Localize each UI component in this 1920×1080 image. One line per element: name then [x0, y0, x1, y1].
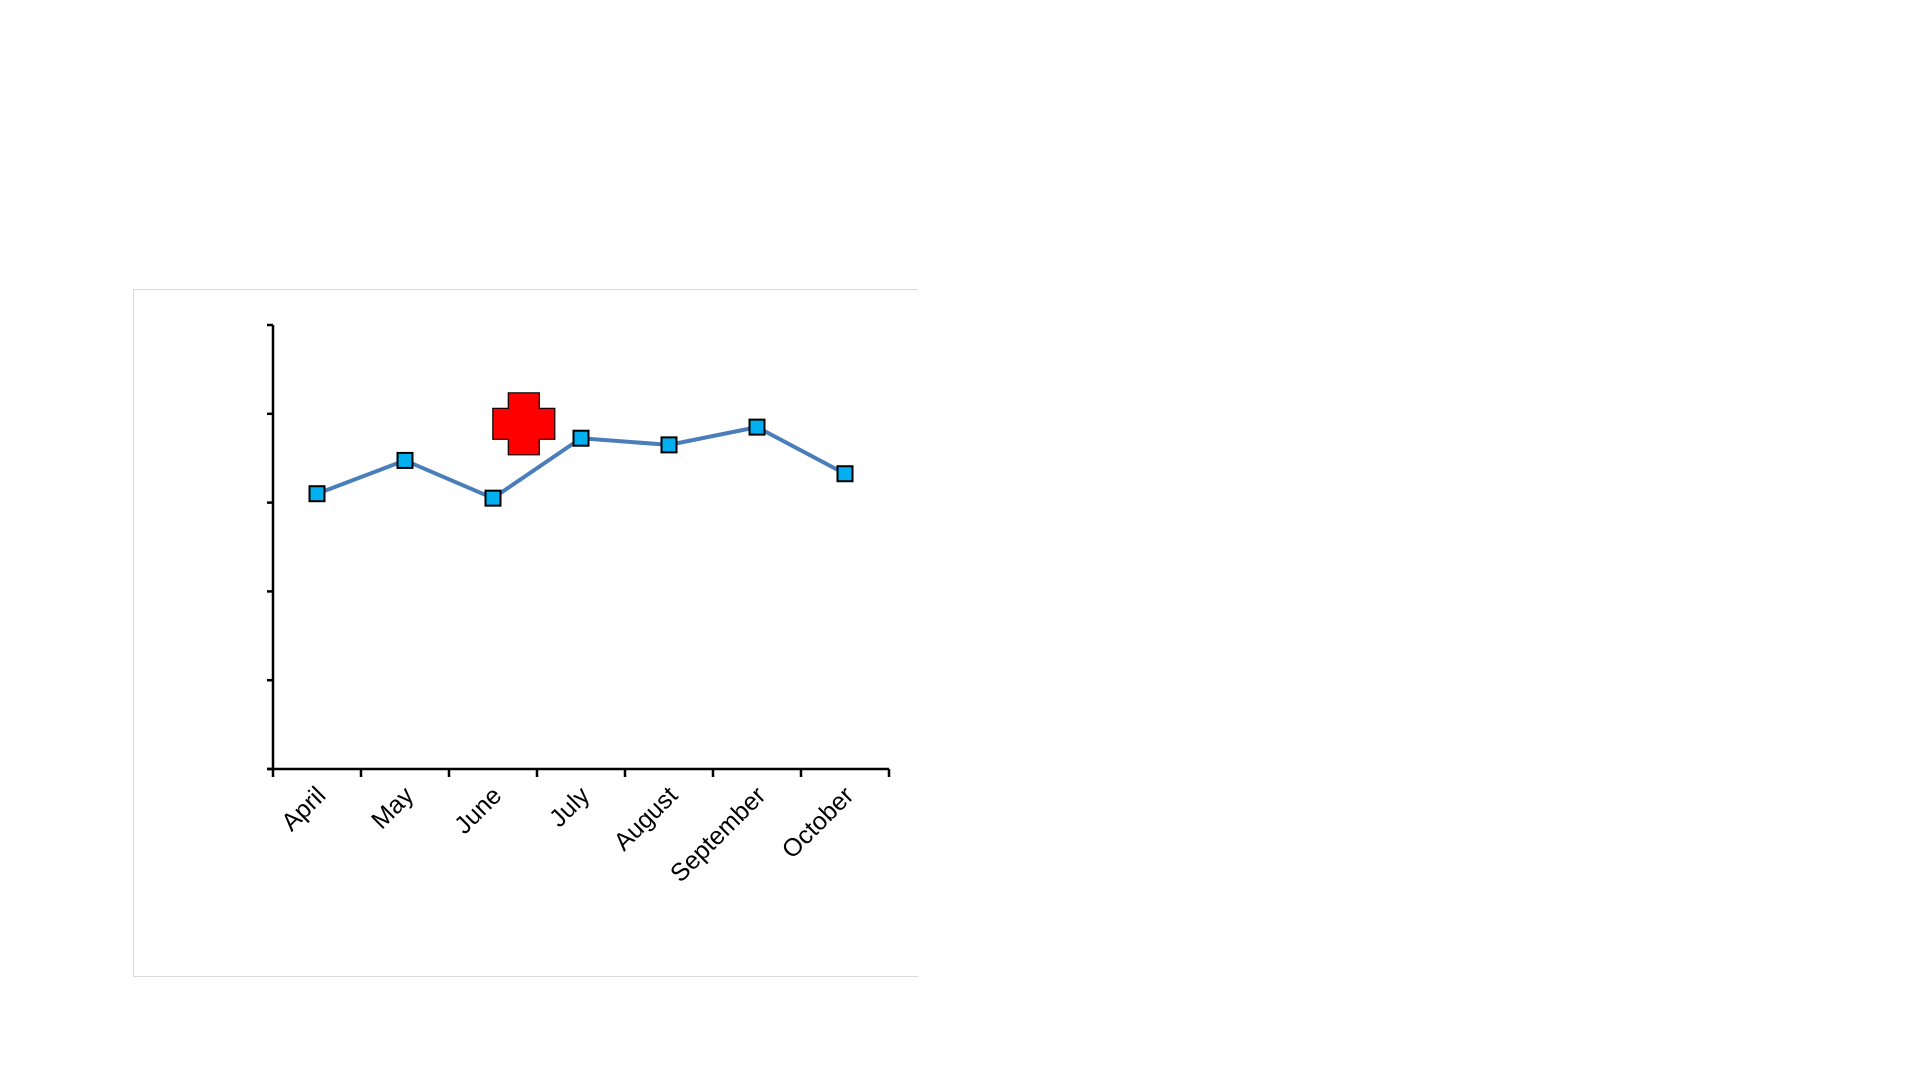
- data-point-october: [836, 465, 854, 483]
- x-tick-label-june: June: [449, 781, 507, 839]
- data-point-september: [748, 418, 766, 436]
- data-point-june: [484, 489, 502, 507]
- chart-series: [308, 418, 854, 507]
- chart-axes: [267, 323, 891, 777]
- x-tick-label-may: May: [366, 781, 420, 835]
- x-tick-label-april: April: [276, 781, 331, 836]
- data-point-july: [572, 429, 590, 447]
- data-point-august: [660, 436, 678, 454]
- data-point-may: [396, 451, 414, 469]
- plus-shape-annotation: [492, 392, 556, 456]
- data-point-april: [308, 485, 326, 503]
- x-tick-label-august: August: [608, 781, 683, 856]
- x-tick-label-october: October: [777, 781, 860, 864]
- x-tick-label-july: July: [544, 781, 596, 833]
- chart-annotations: [492, 392, 556, 456]
- x-tick-label-september: September: [665, 781, 771, 887]
